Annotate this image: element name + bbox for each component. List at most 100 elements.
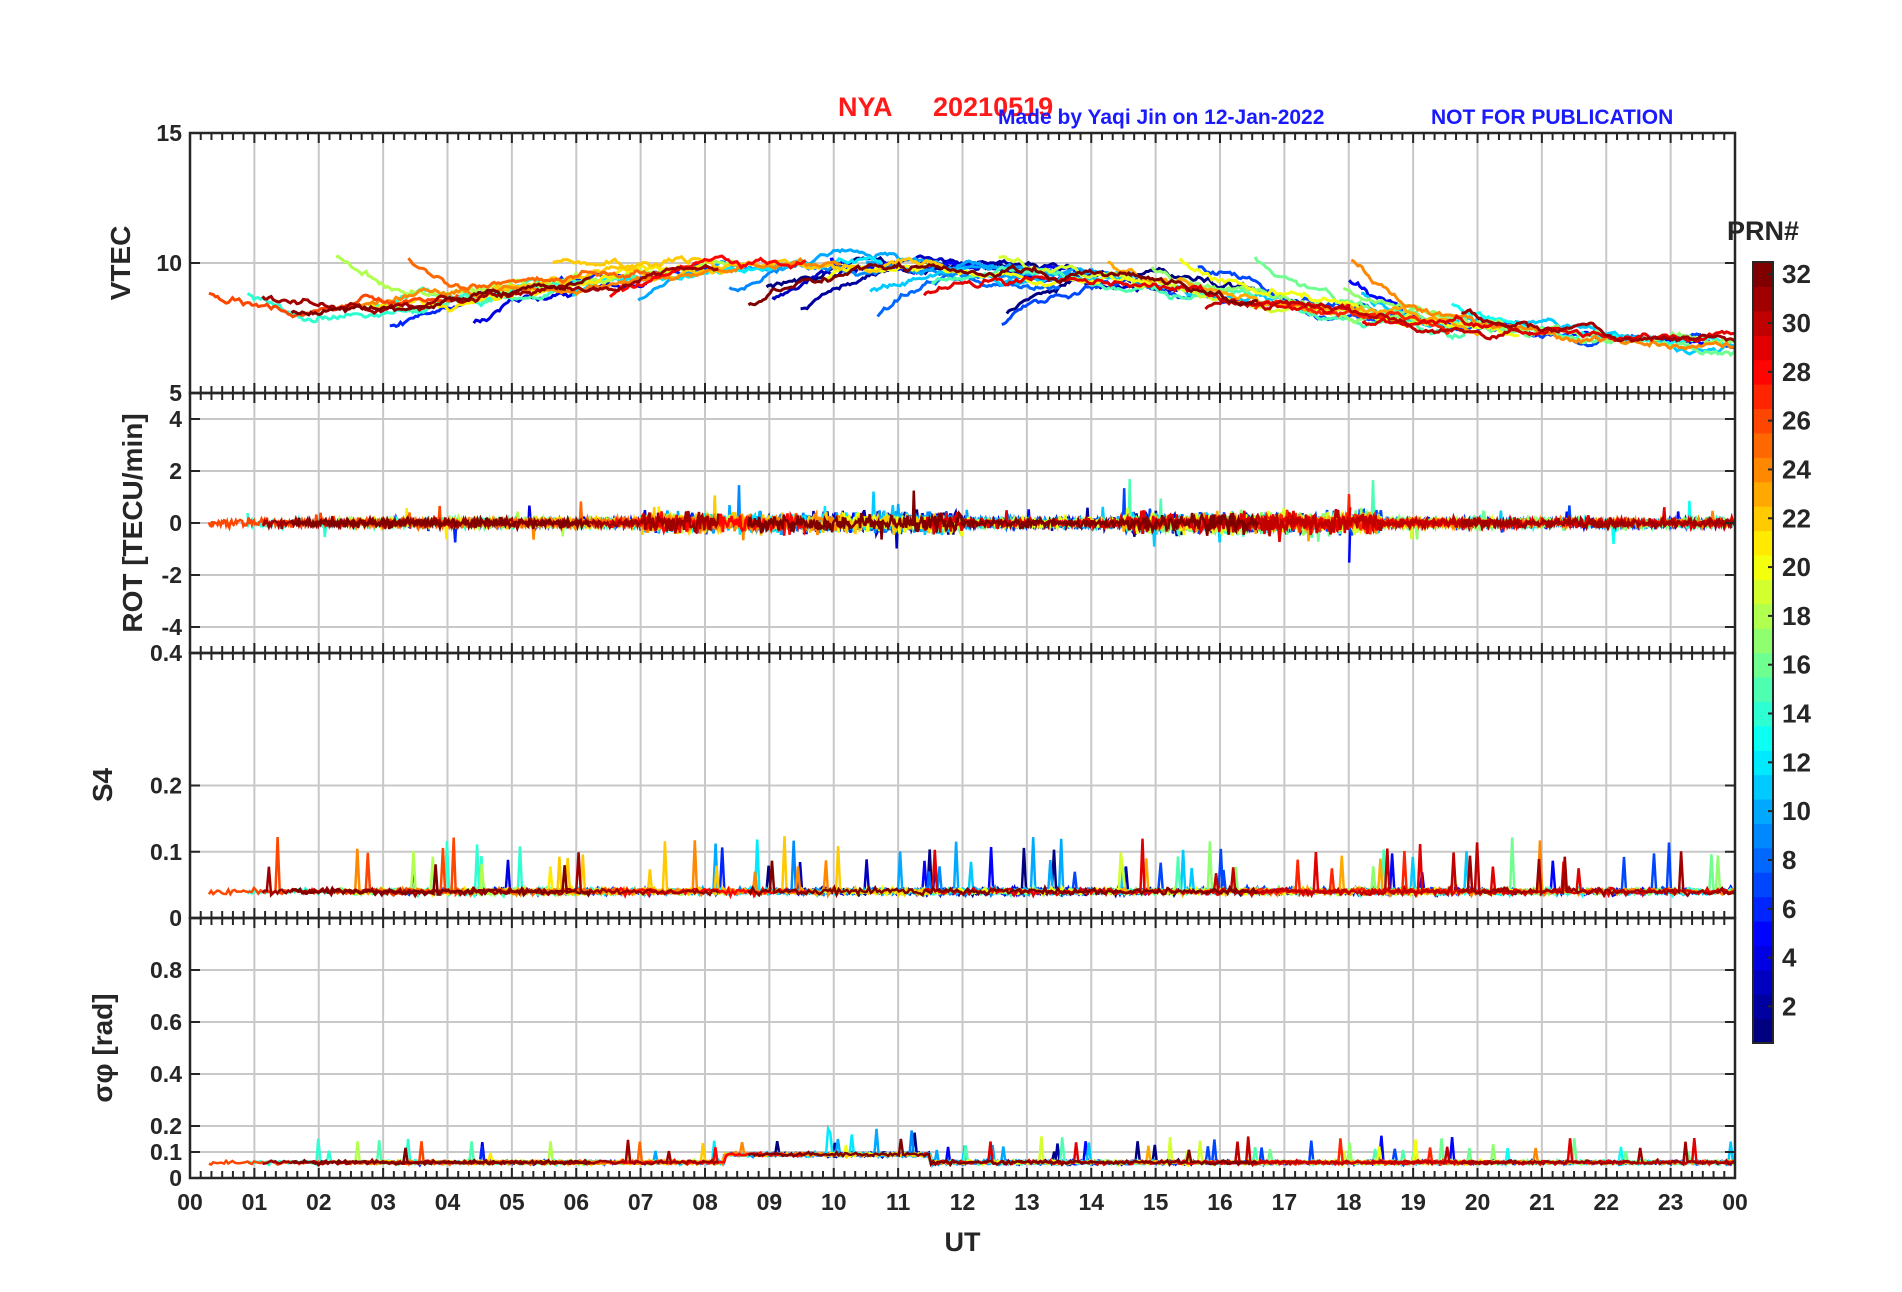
rot-axis-label: ROT [TECU/min] — [117, 413, 148, 632]
colorbar-tick-label: 2 — [1782, 991, 1796, 1021]
vtec-series-prn-28 — [608, 254, 807, 299]
colorbar-segment — [1753, 457, 1773, 483]
axes — [188, 131, 1737, 1180]
s4-axis-label: S4 — [87, 767, 118, 802]
colorbar-tick-label: 32 — [1782, 259, 1811, 289]
x-tick-label: 21 — [1529, 1189, 1555, 1215]
y-tick-label: 0 — [169, 905, 182, 931]
x-tick-label: 02 — [306, 1189, 332, 1215]
colorbar-segment — [1753, 286, 1773, 312]
vtec-series-prn-25 — [407, 257, 664, 291]
y-tick-label: 0.6 — [150, 1009, 182, 1035]
y-tick-label: 0 — [169, 510, 182, 536]
colorbar-tick-label: 14 — [1782, 699, 1811, 729]
vtec-series-prn-32 — [747, 260, 1258, 307]
colorbar-segment — [1753, 920, 1773, 946]
vtec-axis-label: VTEC — [105, 226, 136, 301]
colorbar-segment — [1753, 408, 1773, 434]
y-tick-label: -2 — [162, 562, 182, 588]
colorbar-segment — [1753, 969, 1773, 995]
s4-series-prn-31 — [1460, 851, 1735, 898]
s4-series-prn-32 — [747, 860, 1258, 899]
y-tick-label: 0 — [169, 1165, 182, 1191]
y-tick-label: 0.4 — [150, 640, 182, 666]
s4-series-prn-10 — [865, 838, 1146, 898]
colorbar-tick-label: 24 — [1782, 454, 1811, 484]
data-series — [207, 247, 1735, 1169]
y-tick-label: 0.1 — [150, 839, 182, 865]
colorbar-segment — [1753, 872, 1773, 898]
x-tick-label: 22 — [1593, 1189, 1619, 1215]
colorbar-segment — [1753, 384, 1773, 410]
colorbar-segment — [1753, 603, 1773, 629]
colorbar-segment — [1753, 335, 1773, 361]
vtec-series-prn-32 — [290, 276, 591, 317]
y-tick-label: 2 — [169, 458, 182, 484]
x-tick-label: 00 — [177, 1189, 203, 1215]
x-tick-label: 06 — [563, 1189, 589, 1215]
vtec-series-prn-17 — [1150, 265, 1569, 333]
x-tick-label: 19 — [1400, 1189, 1426, 1215]
colorbar-tick-label: 20 — [1782, 552, 1811, 582]
colorbar-segment — [1753, 725, 1773, 751]
colorbar-tick-label: 4 — [1782, 943, 1797, 973]
colorbar-segment — [1753, 481, 1773, 507]
vtec-series-prn-31 — [1461, 308, 1735, 343]
colorbar-segment — [1753, 554, 1773, 580]
y-tick-label: 0.2 — [150, 1113, 182, 1139]
sigma-phi-series-prn-32 — [291, 1147, 591, 1167]
colorbar-segment — [1753, 506, 1773, 532]
date-label: 20210519 — [933, 92, 1054, 122]
colorbar-segment — [1753, 847, 1773, 873]
x-tick-label: 08 — [692, 1189, 718, 1215]
colorbar-segment — [1753, 676, 1773, 702]
sigma-phi-axis-label: σφ [rad] — [87, 993, 118, 1102]
colorbar-tick-label: 22 — [1782, 503, 1811, 533]
colorbar-tick-label: 8 — [1782, 845, 1796, 875]
x-tick-label: 05 — [499, 1189, 525, 1215]
x-tick-label: 18 — [1336, 1189, 1362, 1215]
x-tick-label: 04 — [435, 1189, 461, 1215]
colorbar-segment — [1753, 896, 1773, 922]
colorbar-segment — [1753, 310, 1773, 336]
colorbar-segment — [1753, 359, 1773, 385]
rot-series-prn-32 — [290, 513, 592, 533]
colorbar-segment — [1753, 652, 1773, 678]
colorbar-segment — [1753, 774, 1773, 800]
x-tick-label: 07 — [628, 1189, 654, 1215]
colorbar-segment — [1753, 750, 1773, 776]
colorbar-segment — [1753, 823, 1773, 849]
rot-series-prn-31 — [1460, 514, 1735, 532]
x-tick-label: 03 — [370, 1189, 396, 1215]
colorbar-segment — [1753, 701, 1773, 727]
x-tick-label: 00 — [1722, 1189, 1748, 1215]
x-tick-label: 10 — [821, 1189, 847, 1215]
colorbar-segment — [1753, 262, 1773, 288]
axis-labels: 1015-4-202400.10.20.400.10.20.40.60.85VT… — [87, 120, 1748, 1257]
x-axis-label: UT — [945, 1227, 981, 1257]
y-tick-label: 15 — [156, 120, 182, 146]
y-tick-label: 0.4 — [150, 1061, 182, 1087]
colorbar-tick-label: 26 — [1782, 406, 1811, 436]
y-tick-label: 0.8 — [150, 957, 182, 983]
colorbar-tick-label: 10 — [1782, 796, 1811, 826]
colorbar-title: PRN# — [1727, 216, 1799, 246]
s4-series-prn-26 — [207, 836, 459, 898]
x-tick-label: 09 — [757, 1189, 783, 1215]
x-tick-label: 12 — [950, 1189, 976, 1215]
colorbar-segment — [1753, 994, 1773, 1020]
y-tick-label: 0.1 — [150, 1139, 182, 1165]
x-tick-label: 14 — [1078, 1189, 1104, 1215]
x-tick-label: 01 — [242, 1189, 268, 1215]
sigma-phi-series-prn-31 — [1460, 1141, 1735, 1167]
x-tick-label: 16 — [1207, 1189, 1233, 1215]
x-tick-label: 20 — [1465, 1189, 1491, 1215]
colorbar-segment — [1753, 1018, 1773, 1044]
y-tick-label: 10 — [156, 250, 182, 276]
y-tick-label: 4 — [169, 406, 182, 432]
colorbar-segment — [1753, 530, 1773, 556]
station-label: NYA — [838, 92, 893, 122]
